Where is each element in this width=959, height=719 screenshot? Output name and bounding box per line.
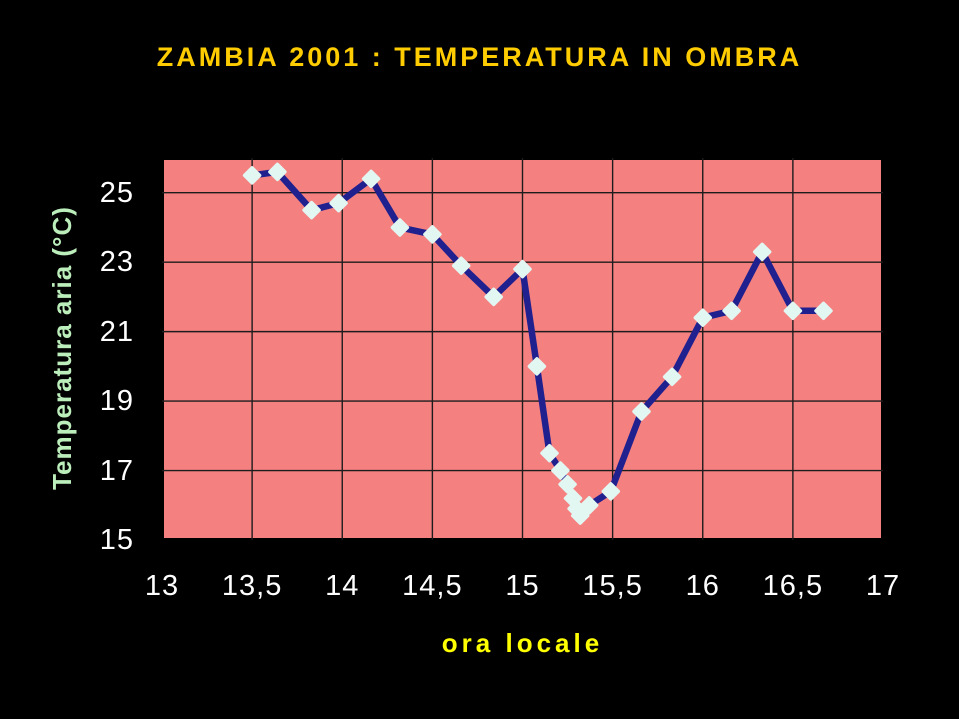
y-tick-label: 17 (99, 454, 134, 487)
data-point-marker (268, 162, 287, 182)
temperature-line (248, 168, 827, 519)
data-point-marker (662, 367, 682, 387)
data-point-marker (242, 166, 262, 185)
chart-title: ZAMBIA 2001 : TEMPERATURA IN OMBRA (156, 42, 803, 72)
y-tick-label: 23 (99, 246, 134, 279)
x-axis-title: ora locale (441, 628, 604, 658)
data-point-marker (551, 461, 570, 480)
data-point-marker (513, 259, 532, 279)
data-point-marker (558, 475, 577, 494)
x-tick-label: 15,5 (582, 570, 643, 602)
y-tick-label: 19 (99, 385, 134, 418)
x-tick-label: 17 (865, 570, 901, 602)
x-tick-label: 14,5 (402, 570, 463, 602)
x-tick-label: 15 (505, 570, 540, 602)
x-tick-label: 16 (685, 570, 720, 602)
data-point-marker (579, 496, 599, 515)
data-point-marker (361, 169, 381, 189)
data-point-marker (451, 256, 471, 275)
data-point-marker (390, 218, 410, 237)
data-point-marker (423, 225, 442, 244)
data-point-marker (722, 301, 741, 321)
data-point-marker (752, 242, 772, 262)
y-tick-label: 15 (99, 524, 134, 556)
y-tick-label: 25 (99, 176, 134, 209)
data-point-marker (693, 308, 713, 327)
temperature-line-plot (162, 158, 883, 540)
x-tick-label: 16,5 (762, 570, 824, 602)
x-tick-label: 13 (144, 570, 180, 602)
data-point-marker (484, 287, 503, 307)
data-point-marker (527, 357, 547, 376)
data-point-marker (302, 200, 321, 220)
data-point-marker (329, 193, 348, 213)
data-point-marker (632, 402, 651, 421)
data-point-marker (601, 482, 621, 501)
x-tick-label: 13,5 (221, 570, 283, 602)
data-point-marker (783, 301, 803, 321)
x-tick-label: 14 (325, 570, 360, 602)
data-point-marker (814, 301, 833, 321)
y-tick-label: 21 (99, 315, 134, 348)
data-point-marker (570, 506, 590, 525)
data-point-marker (540, 443, 559, 463)
